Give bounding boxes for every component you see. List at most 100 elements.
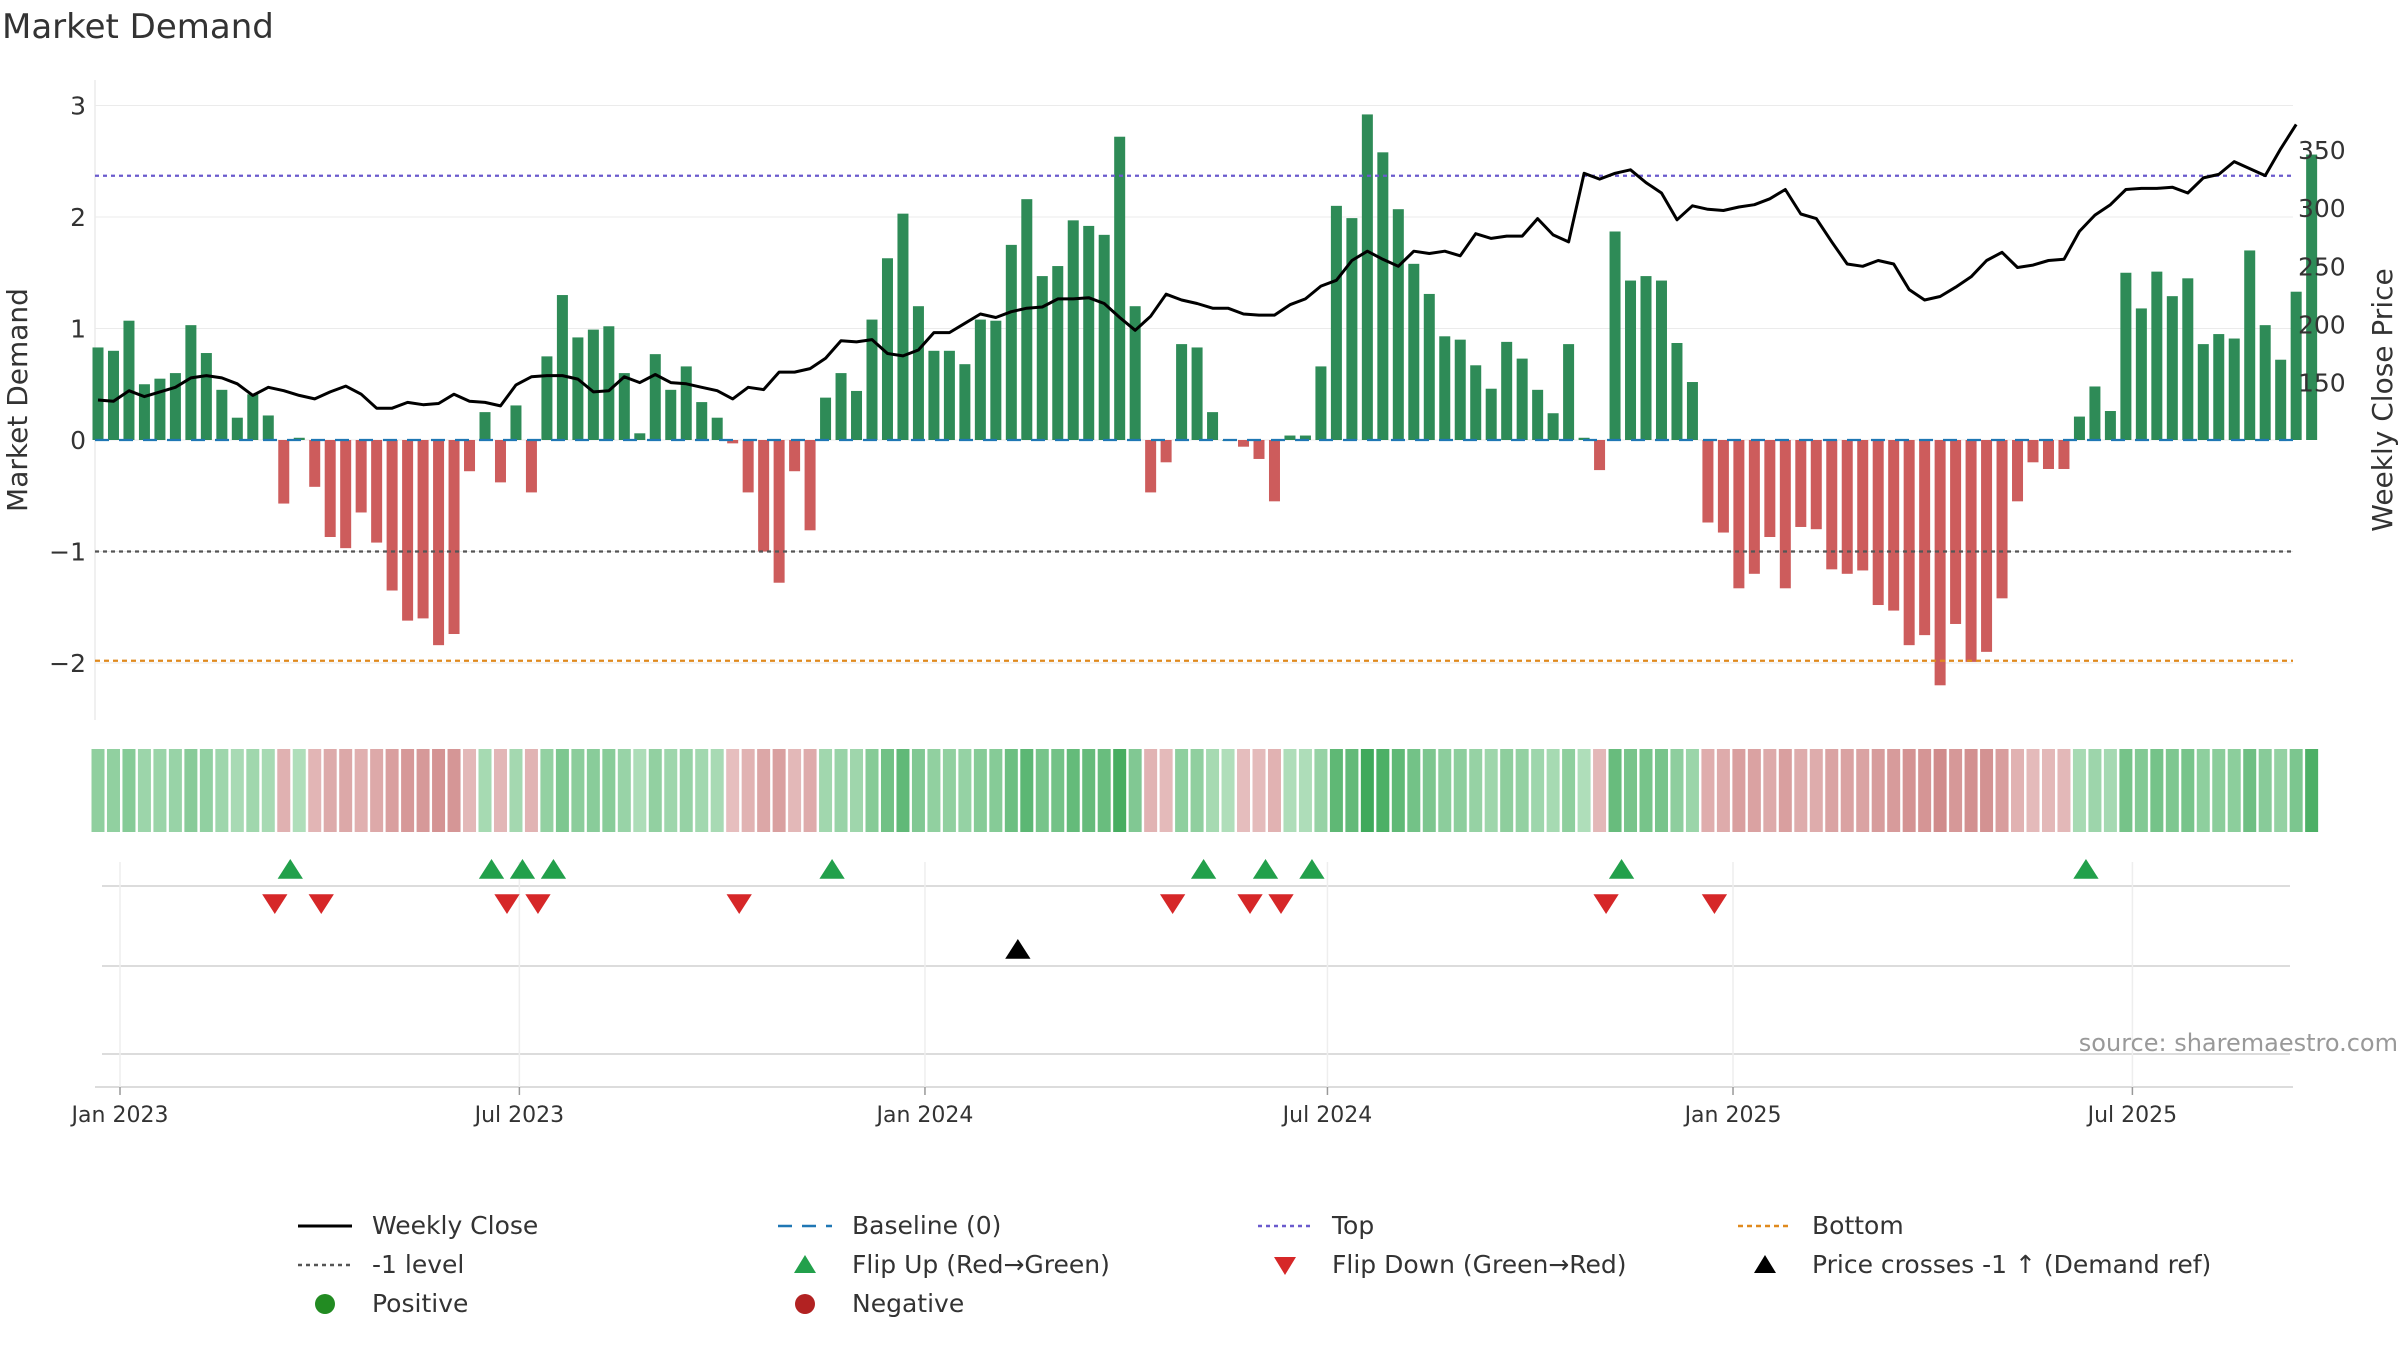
demand-bar <box>866 319 878 440</box>
heat-cell <box>2057 749 2071 832</box>
legend-label: Top <box>1332 1211 1375 1240</box>
demand-bar <box>1238 440 1250 447</box>
flip-up-marker <box>1252 859 1279 879</box>
flip-up-marker <box>819 859 845 879</box>
heat-cell <box>695 749 709 832</box>
demand-bar <box>2073 416 2085 440</box>
heat-cell <box>586 749 600 832</box>
heat-cell <box>1840 749 1854 832</box>
heat-cell <box>1778 749 1792 832</box>
flip-down-marker <box>262 894 288 914</box>
heat-cell <box>1484 749 1498 832</box>
demand-bar <box>1655 280 1667 440</box>
legend-label: Bottom <box>1812 1211 1904 1240</box>
demand-bar <box>433 440 445 646</box>
demand-bar <box>1934 440 1946 686</box>
heat-cell <box>1159 749 1173 832</box>
heat-cell <box>153 749 167 832</box>
demand-bar <box>1207 412 1219 440</box>
heat-cell <box>1051 749 1065 832</box>
heat-cell <box>1329 749 1343 832</box>
demand-bar <box>200 353 212 440</box>
demand-bar <box>138 384 150 440</box>
heat-cell <box>896 749 910 832</box>
heat-cell <box>958 749 972 832</box>
demand-bar <box>1176 344 1188 440</box>
demand-bar <box>2275 359 2287 440</box>
heat-cell <box>1670 749 1684 832</box>
y2-tick-label: 200 <box>2298 310 2346 339</box>
heat-cell <box>246 749 260 832</box>
demand-bars <box>92 114 2318 686</box>
heat-cell <box>2041 749 2055 832</box>
demand-bar <box>881 258 893 440</box>
legend-item: Flip Up (Red→Green) <box>770 1249 1250 1280</box>
demand-bar <box>154 378 166 440</box>
demand-bar <box>216 389 228 440</box>
demand-bar <box>603 326 615 440</box>
heat-cell <box>1345 749 1359 832</box>
heat-cell <box>215 749 229 832</box>
y2-tick-label: 250 <box>2298 252 2346 281</box>
heat-cell <box>2196 749 2210 832</box>
heat-cell <box>168 749 182 832</box>
heat-cell <box>106 749 120 832</box>
heat-cell <box>1825 749 1839 832</box>
heat-cell <box>989 749 1003 832</box>
heat-cell <box>2165 749 2179 832</box>
demand-bar <box>789 440 801 472</box>
demand-bar <box>820 397 832 440</box>
heat-cell <box>1438 749 1452 832</box>
heat-cell <box>1515 749 1529 832</box>
heat-cell <box>2274 749 2288 832</box>
heat-cell <box>850 749 864 832</box>
heat-cell <box>2011 749 2025 832</box>
heat-cell <box>91 749 105 832</box>
heat-cell <box>354 749 368 832</box>
demand-bar <box>665 389 677 440</box>
demand-bar <box>1439 336 1451 440</box>
heat-cell <box>942 749 956 832</box>
heat-cell <box>2103 749 2117 832</box>
x-axis: Jan 2023 Jul 2023 Jan 2024 Jul 2024 Jan 2025… <box>70 1087 2178 1128</box>
demand-bar <box>2306 154 2318 440</box>
demand-bar <box>1253 440 1265 459</box>
heat-cell <box>1685 749 1699 832</box>
legend-item: Weekly Close <box>290 1210 770 1241</box>
legend-item: Flip Down (Green→Red) <box>1250 1249 1730 1280</box>
heat-cell <box>1175 749 1189 832</box>
demand-bar <box>804 440 816 531</box>
demand-bar <box>309 440 321 487</box>
heat-cell <box>2072 749 2086 832</box>
heat-cell <box>493 749 507 832</box>
demand-bar <box>1810 440 1822 530</box>
heat-cell <box>1298 749 1312 832</box>
legend-swatch-icon <box>1730 1210 1800 1241</box>
demand-bar <box>2166 296 2178 440</box>
x-tick-label: Jul 2025 <box>2086 1103 2178 1128</box>
heat-cell <box>1360 749 1374 832</box>
heat-cell <box>1020 749 1034 832</box>
demand-bar <box>556 295 568 440</box>
y2-tick-label: 350 <box>2298 136 2346 165</box>
demand-bar <box>324 440 336 538</box>
x-tick-label: Jan 2025 <box>1683 1103 1782 1128</box>
x-tick-label: Jan 2023 <box>70 1103 169 1128</box>
demand-bar <box>1160 440 1172 463</box>
heat-cell <box>803 749 817 832</box>
demand-bar <box>1671 342 1683 440</box>
demand-bar <box>1981 440 1993 652</box>
demand-bar <box>371 440 383 543</box>
demand-bar <box>1826 440 1838 570</box>
demand-bar <box>2290 291 2302 440</box>
demand-bar <box>247 394 259 440</box>
demand-bar <box>1191 347 1203 440</box>
demand-bar <box>711 417 723 440</box>
demand-bar <box>587 329 599 440</box>
demand-bar <box>1377 152 1389 440</box>
demand-bar <box>510 405 522 440</box>
demand-bar <box>2228 338 2240 440</box>
demand-bar <box>417 440 429 619</box>
heat-cell <box>788 749 802 832</box>
demand-bar <box>1098 234 1110 440</box>
